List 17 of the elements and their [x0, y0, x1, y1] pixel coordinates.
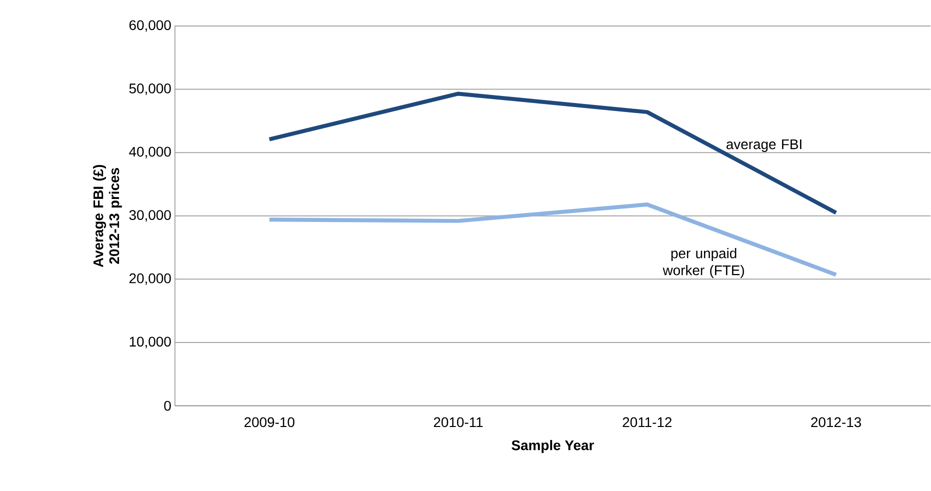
y-tick-label: 50,000 [129, 84, 171, 96]
y-tick-label: 40,000 [129, 146, 171, 158]
y-tick-label: 0 [164, 400, 171, 411]
line-series [267, 202, 838, 277]
x-tick-label: 2010-11 [434, 417, 483, 428]
x-axis-title: Sample Year [512, 440, 594, 454]
y-axis-title: Average FBI (£) 2012-13 prices [93, 165, 122, 268]
y-tick-label: 60,000 [129, 20, 171, 32]
x-tick-label: 2011-12 [622, 417, 672, 428]
x-tick-label: 2009-10 [244, 417, 294, 428]
series-label: per unpaid worker (FTE) [662, 248, 744, 278]
x-tick-label: 2012-13 [811, 417, 862, 428]
y-tick-label: 30,000 [129, 210, 171, 222]
y-tick-label: 10,000 [130, 336, 171, 348]
y-tick-label: 20,000 [129, 274, 171, 286]
line-series [267, 92, 838, 215]
series-label: average FBI [726, 140, 802, 152]
